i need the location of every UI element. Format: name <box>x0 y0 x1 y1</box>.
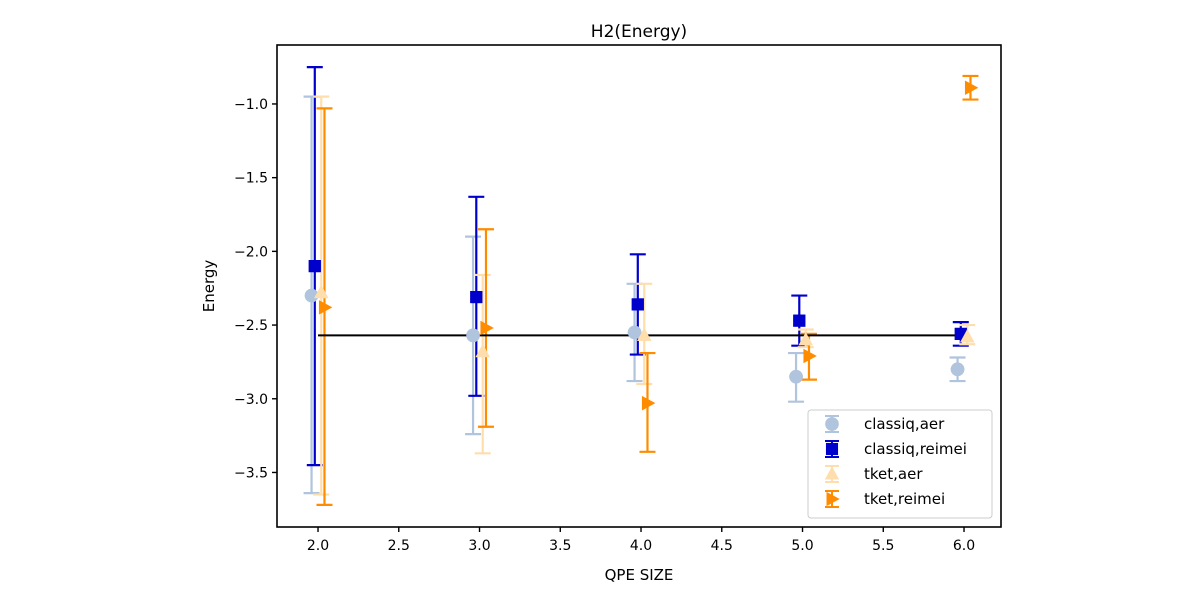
legend-label: classiq,reimei <box>864 440 967 458</box>
legend-entry: tket,aer <box>824 465 923 483</box>
data-point <box>631 298 644 311</box>
data-point <box>314 284 329 299</box>
data-point <box>466 328 480 343</box>
legend-label: classiq,aer <box>864 415 945 433</box>
data-point <box>803 348 817 364</box>
markers-top-tket-reimei <box>318 80 979 411</box>
y-tick-label: −1.5 <box>234 171 268 187</box>
data-point <box>627 325 642 340</box>
data-point <box>480 320 494 336</box>
data-point <box>304 288 319 303</box>
x-tick-label: 3.5 <box>549 538 571 554</box>
markers-tket-reimei <box>318 80 979 411</box>
data-point <box>318 300 333 315</box>
series-classiq-reimei <box>306 66 969 467</box>
x-tick-label: 4.5 <box>711 538 733 554</box>
legend-marker <box>824 466 840 480</box>
legend-marker <box>825 417 839 431</box>
legend-entry: classiq,reimei <box>825 440 967 458</box>
legend-entry: classiq,aer <box>825 415 945 433</box>
plot-area <box>303 66 979 506</box>
markers-top-classiq-aer <box>304 288 965 384</box>
data-point <box>637 327 652 341</box>
legend-label: tket,reimei <box>864 490 945 508</box>
y-tick-label: −1.0 <box>234 97 268 113</box>
x-tick-label: 3.0 <box>468 538 490 554</box>
data-point <box>789 369 803 384</box>
y-tick-label: −2.5 <box>234 318 268 334</box>
y-axis: −1.0 −1.5 −2.0 −2.5 −3.0 −3.5 <box>234 97 277 481</box>
y-axis-label: Energy <box>200 260 218 313</box>
x-tick-label: 2.0 <box>307 538 329 554</box>
data-point <box>308 260 321 273</box>
x-tick-label: 5.5 <box>872 538 894 554</box>
legend-marker <box>826 491 840 507</box>
data-point <box>950 362 965 377</box>
legend-box <box>807 409 993 519</box>
x-axis: 2.0 2.5 3.0 3.5 4.0 4.5 5.0 5.5 6.0 <box>307 527 975 554</box>
data-point <box>641 396 656 411</box>
y-tick-label: −3.5 <box>234 465 268 481</box>
markers-top-tket-aer <box>314 284 975 358</box>
y-tick-label: −2.0 <box>234 244 268 260</box>
legend: classiq,aer classiq,reimei tket,aer tket,re… <box>807 409 993 519</box>
data-point <box>798 332 813 346</box>
legend-entry: tket,reimei <box>825 490 945 508</box>
data-point <box>470 291 483 304</box>
legend-marker <box>825 442 839 456</box>
plot-frame <box>276 44 1002 528</box>
x-axis-label: QPE SIZE <box>605 566 674 584</box>
y-tick-label: −3.0 <box>234 392 268 408</box>
x-tick-label: 6.0 <box>953 538 975 554</box>
data-point <box>793 314 806 327</box>
x-tick-label: 5.0 <box>791 538 813 554</box>
x-tick-label: 4.0 <box>630 538 652 554</box>
chart-title: H2(Energy) <box>591 22 687 42</box>
data-point <box>964 80 979 95</box>
x-tick-label: 2.5 <box>388 538 410 554</box>
data-point <box>475 343 490 358</box>
data-point <box>960 329 975 343</box>
legend-label: tket,aer <box>864 465 923 483</box>
